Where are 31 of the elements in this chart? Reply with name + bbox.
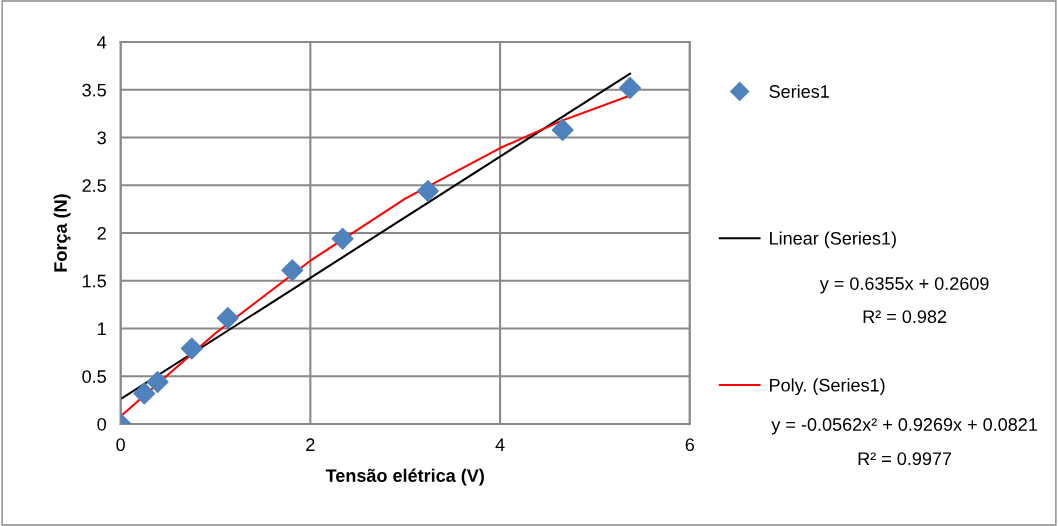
legend-label: Series1 [769,84,829,98]
point [619,76,642,99]
point [281,259,304,282]
point [331,227,354,250]
point [551,118,574,141]
y-tick-label: 0.5 [82,370,106,383]
text: y = -0.0562x² + 0.9269x + 0.0821 [771,418,1037,435]
point [416,180,439,203]
x-tick-label: 0 [116,438,125,452]
legend-label: Poly. (Series1) [770,378,885,396]
y-tick-label: 2 [97,226,106,240]
text: R² = 0.9977 [858,452,952,466]
x-tick-label: 2 [306,438,315,451]
y-tick-label: 1 [98,322,106,336]
y-tick-label: 0 [97,417,107,431]
y-tick-label: 2.5 [82,179,106,192]
x-axis-title: Tensão elétrica (V) [325,468,484,486]
point [133,382,156,405]
legend-label: Linear (Series1) [770,231,896,249]
text: R² = 0.982 [863,310,947,324]
y-axis-title: Força (N) [53,194,71,272]
point [216,306,239,329]
text: y = 0.6355x + 0.2609 [819,277,989,294]
y-tick-label: 1.5 [83,274,106,288]
y-tick-label: 3 [97,131,106,145]
x-tick-label: 4 [495,438,505,451]
point [180,337,203,360]
y-tick-label: 4 [97,36,107,49]
point [146,370,169,393]
x-tick-label: 6 [685,438,695,452]
y-tick-label: 3.5 [82,83,106,97]
